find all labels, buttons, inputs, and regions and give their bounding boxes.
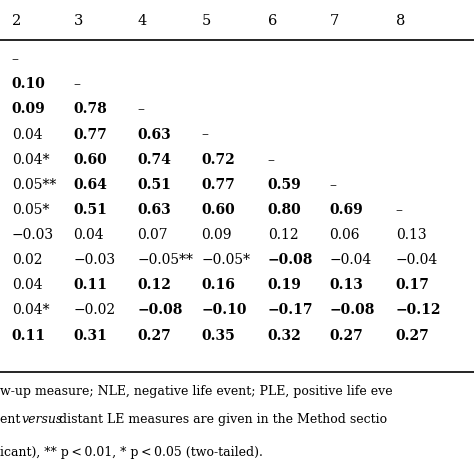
Text: ent: ent	[0, 413, 24, 426]
Text: 0.60: 0.60	[201, 203, 235, 217]
Text: −0.02: −0.02	[73, 303, 116, 318]
Text: 0.77: 0.77	[201, 178, 235, 192]
Text: 0.19: 0.19	[268, 278, 301, 292]
Text: w-up measure; NLE, negative life event; PLE, positive life eve: w-up measure; NLE, negative life event; …	[0, 384, 392, 398]
Text: 4: 4	[137, 14, 147, 28]
Text: 0.10: 0.10	[12, 77, 46, 91]
Text: 0.11: 0.11	[12, 328, 46, 343]
Text: −0.03: −0.03	[12, 228, 54, 242]
Text: 0.77: 0.77	[73, 128, 107, 142]
Text: 0.64: 0.64	[73, 178, 107, 192]
Text: 0.07: 0.07	[137, 228, 168, 242]
Text: 0.80: 0.80	[268, 203, 301, 217]
Text: 0.13: 0.13	[396, 228, 427, 242]
Text: 0.72: 0.72	[201, 153, 235, 167]
Text: 0.09: 0.09	[12, 102, 46, 117]
Text: 0.04*: 0.04*	[12, 303, 49, 318]
Text: 0.69: 0.69	[329, 203, 363, 217]
Text: 0.16: 0.16	[201, 278, 235, 292]
Text: −0.04: −0.04	[396, 253, 438, 267]
Text: 0.63: 0.63	[137, 203, 171, 217]
Text: −0.03: −0.03	[73, 253, 116, 267]
Text: icant), ** p < 0.01, * p < 0.05 (two-tailed).: icant), ** p < 0.01, * p < 0.05 (two-tai…	[0, 446, 263, 459]
Text: −0.08: −0.08	[329, 303, 375, 318]
Text: –: –	[12, 52, 19, 66]
Text: 6: 6	[268, 14, 277, 28]
Text: 0.51: 0.51	[137, 178, 171, 192]
Text: –: –	[268, 153, 275, 167]
Text: 0.32: 0.32	[268, 328, 301, 343]
Text: 0.27: 0.27	[137, 328, 171, 343]
Text: −0.17: −0.17	[268, 303, 313, 318]
Text: 0.06: 0.06	[329, 228, 360, 242]
Text: −0.12: −0.12	[396, 303, 441, 318]
Text: 0.27: 0.27	[396, 328, 429, 343]
Text: 0.51: 0.51	[73, 203, 107, 217]
Text: 8: 8	[396, 14, 405, 28]
Text: 0.12: 0.12	[268, 228, 299, 242]
Text: 0.04: 0.04	[73, 228, 104, 242]
Text: 0.04: 0.04	[12, 128, 43, 142]
Text: 2: 2	[12, 14, 21, 28]
Text: −0.08: −0.08	[137, 303, 183, 318]
Text: −0.10: −0.10	[201, 303, 247, 318]
Text: –: –	[396, 203, 403, 217]
Text: –: –	[73, 77, 81, 91]
Text: 0.35: 0.35	[201, 328, 235, 343]
Text: −0.08: −0.08	[268, 253, 313, 267]
Text: 3: 3	[73, 14, 83, 28]
Text: −0.04: −0.04	[329, 253, 372, 267]
Text: 0.63: 0.63	[137, 128, 171, 142]
Text: 5: 5	[201, 14, 211, 28]
Text: –: –	[201, 128, 209, 142]
Text: 0.60: 0.60	[73, 153, 107, 167]
Text: 0.27: 0.27	[329, 328, 363, 343]
Text: 0.74: 0.74	[137, 153, 171, 167]
Text: versus: versus	[22, 413, 63, 426]
Text: 0.13: 0.13	[329, 278, 363, 292]
Text: –: –	[137, 102, 145, 117]
Text: 0.12: 0.12	[137, 278, 171, 292]
Text: 0.02: 0.02	[12, 253, 42, 267]
Text: 0.04*: 0.04*	[12, 153, 49, 167]
Text: −0.05**: −0.05**	[137, 253, 193, 267]
Text: –: –	[329, 178, 337, 192]
Text: 0.31: 0.31	[73, 328, 107, 343]
Text: 0.78: 0.78	[73, 102, 107, 117]
Text: distant LE measures are given in the Method sectio: distant LE measures are given in the Met…	[55, 413, 387, 426]
Text: 0.17: 0.17	[396, 278, 429, 292]
Text: −0.05*: −0.05*	[201, 253, 250, 267]
Text: 0.04: 0.04	[12, 278, 43, 292]
Text: 0.05*: 0.05*	[12, 203, 49, 217]
Text: 0.11: 0.11	[73, 278, 108, 292]
Text: 0.09: 0.09	[201, 228, 232, 242]
Text: 0.59: 0.59	[268, 178, 301, 192]
Text: 0.05**: 0.05**	[12, 178, 56, 192]
Text: 7: 7	[329, 14, 339, 28]
